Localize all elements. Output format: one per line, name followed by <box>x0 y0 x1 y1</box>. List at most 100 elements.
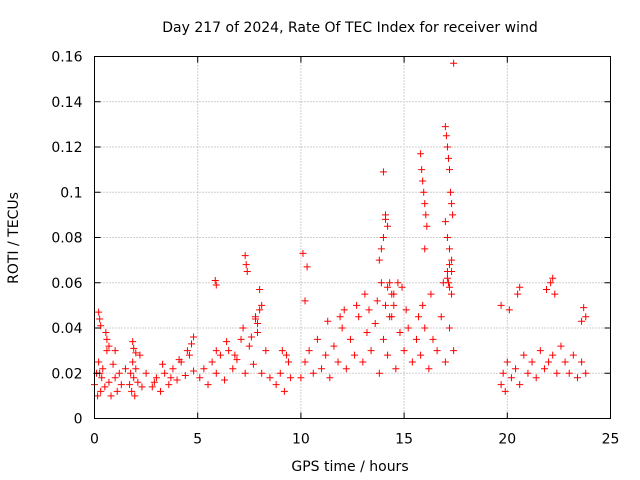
data-point <box>386 279 394 287</box>
grid-lines <box>94 56 611 419</box>
data-point <box>334 358 342 366</box>
data-point <box>569 351 577 359</box>
data-point <box>105 342 113 350</box>
data-point <box>443 274 451 282</box>
data-point <box>346 335 354 343</box>
data-point <box>103 347 111 355</box>
data-point <box>420 188 428 196</box>
data-point <box>353 301 361 309</box>
data-point <box>96 315 104 323</box>
data-point <box>417 351 425 359</box>
data-point <box>400 347 408 355</box>
data-point <box>225 347 233 355</box>
data-point <box>384 351 392 359</box>
data-point <box>516 283 524 291</box>
data-point <box>278 347 286 355</box>
data-point <box>107 392 115 400</box>
data-point <box>402 306 410 314</box>
data-point <box>390 301 398 309</box>
data-point <box>134 378 142 386</box>
data-point <box>379 335 387 343</box>
data-point <box>514 290 522 298</box>
data-point <box>505 306 513 314</box>
data-point <box>342 365 350 373</box>
data-point <box>507 374 515 382</box>
data-point <box>448 200 456 208</box>
data-point <box>373 297 381 305</box>
data-point <box>196 374 204 382</box>
data-point <box>95 308 103 316</box>
data-point <box>422 211 430 219</box>
data-point <box>549 274 557 282</box>
data-point <box>379 234 387 241</box>
data-point <box>359 358 367 366</box>
data-point <box>299 249 307 257</box>
data-point <box>223 338 231 346</box>
data-point <box>204 381 212 389</box>
chart-title: Day 217 of 2024, Rate Of TEC Index for r… <box>162 20 537 36</box>
data-point <box>415 313 423 321</box>
data-point <box>188 340 196 348</box>
data-point <box>573 374 581 382</box>
data-point <box>412 335 420 343</box>
x-tick-label: 20 <box>498 432 516 448</box>
data-point <box>512 365 520 373</box>
data-point <box>239 324 247 332</box>
data-point <box>99 365 107 373</box>
data-point <box>417 150 425 158</box>
data-point <box>367 347 375 355</box>
data-point <box>159 360 167 368</box>
data-point <box>441 358 449 366</box>
data-point <box>547 279 555 287</box>
data-point <box>127 369 135 377</box>
data-point <box>582 369 590 377</box>
data-point <box>382 301 390 309</box>
data-point <box>94 392 102 400</box>
data-point <box>185 351 193 359</box>
data-point <box>97 387 105 395</box>
data-point <box>221 376 229 384</box>
data-point <box>330 342 338 350</box>
data-point <box>272 381 280 389</box>
data-point <box>285 358 293 366</box>
data-point <box>142 369 150 377</box>
data-point <box>129 338 137 346</box>
data-point <box>441 218 449 226</box>
data-point <box>150 378 158 386</box>
data-point <box>266 374 274 382</box>
data-point <box>549 351 557 359</box>
data-point <box>109 360 117 368</box>
data-point <box>375 256 383 264</box>
data-point <box>212 281 220 289</box>
data-point <box>503 358 511 366</box>
data-point <box>175 356 183 364</box>
data-point <box>423 222 431 230</box>
data-point <box>183 347 191 355</box>
data-point <box>167 374 175 382</box>
data-point <box>449 211 457 219</box>
data-point <box>582 313 590 321</box>
data-point <box>421 245 429 253</box>
data-point <box>446 245 454 253</box>
data-point <box>208 358 216 366</box>
data-point <box>247 333 255 341</box>
data-point <box>497 381 505 389</box>
data-point <box>242 261 250 269</box>
data-point <box>419 177 427 185</box>
data-point <box>580 304 588 312</box>
data-point <box>105 378 113 386</box>
data-point <box>446 324 454 332</box>
data-point <box>377 279 385 287</box>
data-point <box>446 261 454 269</box>
x-tick-label: 25 <box>602 432 620 448</box>
data-point <box>256 286 264 294</box>
data-point <box>212 347 220 355</box>
data-point <box>216 351 224 359</box>
data-point <box>375 369 383 377</box>
data-point <box>324 317 332 325</box>
data-point <box>97 322 105 330</box>
data-point <box>309 369 317 377</box>
data-point <box>181 372 189 380</box>
data-point <box>303 263 311 271</box>
data-point <box>258 301 266 309</box>
